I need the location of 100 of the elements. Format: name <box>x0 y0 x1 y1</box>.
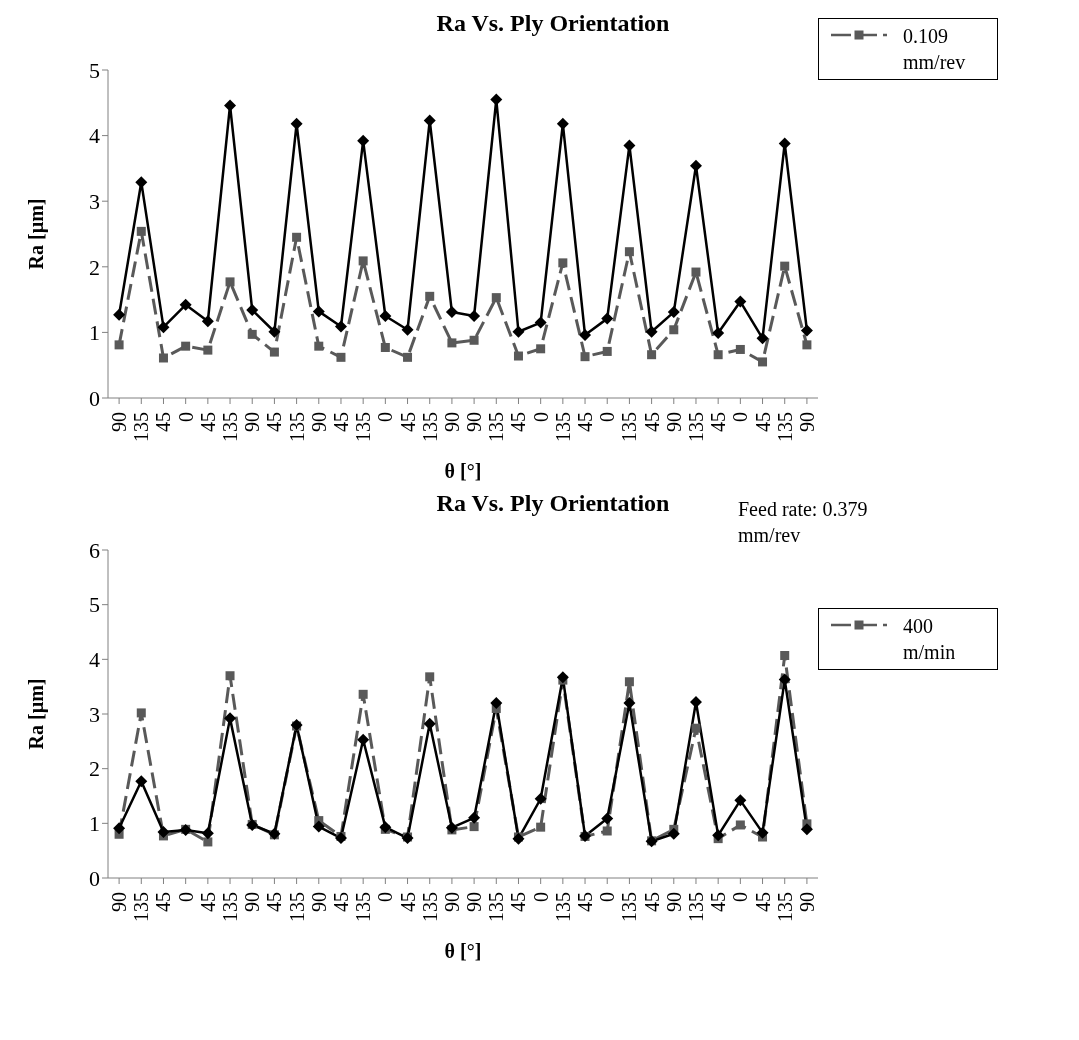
point <box>314 341 324 351</box>
y-tick-label: 3 <box>89 189 100 215</box>
x-tick-label: 45 <box>707 892 730 912</box>
x-tick-label: 45 <box>640 412 663 432</box>
point <box>425 291 435 301</box>
x-tick-label: 135 <box>618 412 641 442</box>
x-tick-label: 90 <box>440 892 463 912</box>
point <box>734 295 747 308</box>
point <box>602 826 612 836</box>
point <box>667 306 680 319</box>
point <box>601 312 614 325</box>
point <box>512 325 525 338</box>
point <box>113 308 126 321</box>
chart-title: Ra Vs. Ply Orientation <box>436 10 670 36</box>
point <box>800 823 813 836</box>
y-tick-label: 1 <box>89 811 100 837</box>
x-tick-label: 90 <box>307 892 330 912</box>
legend-label: 0.109 mm/rev <box>903 24 967 75</box>
x-tick-label: 135 <box>219 412 242 442</box>
point <box>114 340 124 350</box>
x-tick-label: 0 <box>174 412 197 422</box>
x-tick-label: 135 <box>551 412 574 442</box>
point <box>756 332 769 345</box>
point <box>157 826 170 839</box>
point <box>558 258 568 268</box>
point <box>689 159 702 172</box>
point <box>601 812 614 825</box>
point <box>334 320 347 333</box>
point <box>691 267 701 277</box>
y-tick-label: 2 <box>89 254 100 280</box>
point <box>536 344 546 354</box>
x-tick-label: 45 <box>574 412 597 432</box>
point <box>734 794 747 807</box>
point <box>357 134 370 147</box>
point <box>645 325 658 338</box>
point <box>113 822 126 835</box>
x-tick-label: 135 <box>485 412 508 442</box>
text: Feed rate: 0.379 mm/rev <box>738 497 869 548</box>
x-tick-label: 45 <box>152 892 175 912</box>
point <box>624 677 634 687</box>
point <box>534 792 547 805</box>
y-axis-title: Ra [µm] <box>25 198 49 270</box>
point <box>735 344 745 354</box>
point <box>246 304 259 317</box>
x-tick-label: 45 <box>751 412 774 432</box>
point <box>401 323 414 336</box>
x-tick-label: 135 <box>352 892 375 922</box>
point <box>290 117 303 130</box>
x-axis-title: θ [°] <box>444 460 482 482</box>
point <box>712 327 725 340</box>
point <box>157 321 170 334</box>
x-tick-label: 135 <box>773 412 796 442</box>
x-tick-label: 45 <box>640 892 663 912</box>
point <box>468 811 481 824</box>
point <box>358 689 368 699</box>
point <box>490 697 503 710</box>
x-tick-label: 135 <box>551 892 574 922</box>
point <box>800 324 813 337</box>
x-tick-label: 90 <box>440 412 463 432</box>
point <box>445 821 458 834</box>
point <box>334 832 347 845</box>
point <box>425 672 435 682</box>
x-tick-label: 0 <box>729 892 752 902</box>
x-tick-label: 45 <box>329 892 352 912</box>
x-tick-label: 0 <box>174 892 197 902</box>
point <box>469 822 479 832</box>
point <box>269 347 279 357</box>
point <box>158 353 168 363</box>
point <box>336 352 346 362</box>
point <box>536 822 546 832</box>
point <box>403 352 413 362</box>
point <box>225 277 235 287</box>
x-tick-label: 90 <box>307 412 330 432</box>
point <box>445 306 458 319</box>
x-tick-label: 45 <box>396 412 419 432</box>
x-tick-label: 90 <box>108 412 131 432</box>
point <box>292 232 302 242</box>
point <box>136 708 146 718</box>
x-tick-label: 90 <box>241 412 264 432</box>
x-tick-label: 45 <box>263 892 286 912</box>
x-tick-label: 90 <box>108 892 131 912</box>
point <box>602 346 612 356</box>
y-axis-title: Ra [µm] <box>25 678 49 750</box>
point <box>579 329 592 342</box>
point <box>312 305 325 318</box>
x-tick-label: 90 <box>795 412 818 432</box>
x-tick-label: 45 <box>751 892 774 912</box>
point <box>247 329 257 339</box>
point <box>780 651 790 661</box>
point <box>713 350 723 360</box>
point <box>669 325 679 335</box>
point <box>225 671 235 681</box>
x-tick-label: 0 <box>729 412 752 422</box>
x-tick-label: 45 <box>263 412 286 432</box>
x-tick-label: 45 <box>507 412 530 432</box>
point <box>379 310 392 322</box>
y-tick-label: 5 <box>89 57 100 83</box>
x-tick-label: 45 <box>196 892 219 912</box>
x-tick-label: 0 <box>529 892 552 902</box>
x-tick-label: 90 <box>241 892 264 912</box>
